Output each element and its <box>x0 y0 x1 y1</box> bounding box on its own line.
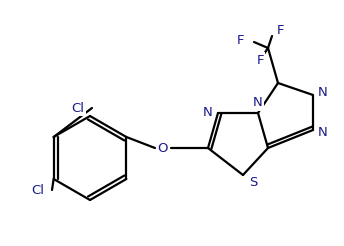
Text: N: N <box>203 107 213 120</box>
Text: Cl: Cl <box>72 102 85 114</box>
Text: N: N <box>253 96 263 109</box>
Text: F: F <box>236 33 244 46</box>
Text: N: N <box>318 86 328 98</box>
Text: N: N <box>318 126 328 139</box>
Text: O: O <box>158 141 168 154</box>
Text: F: F <box>276 24 284 36</box>
Text: S: S <box>249 176 257 189</box>
Text: Cl: Cl <box>32 184 44 197</box>
Text: F: F <box>256 53 264 66</box>
